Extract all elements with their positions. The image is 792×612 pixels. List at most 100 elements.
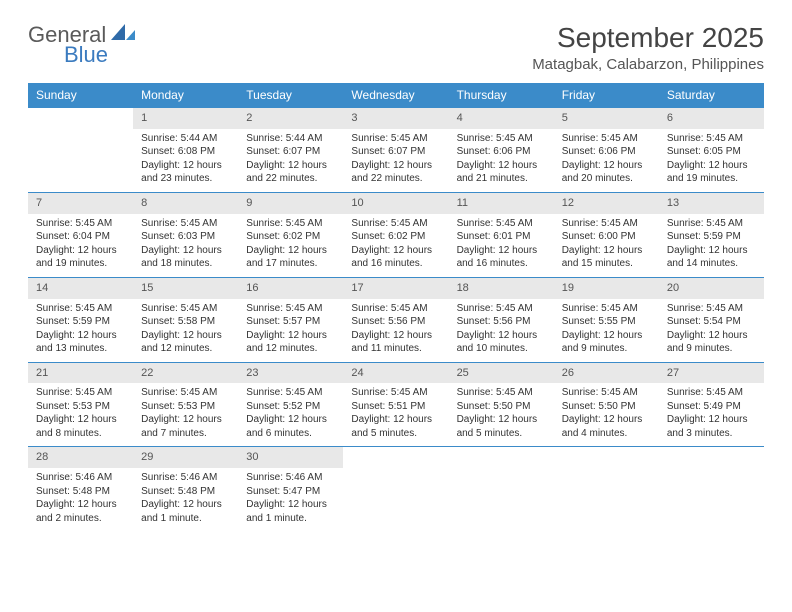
daylight-line: Daylight: 12 hours and 15 minutes. [562, 244, 651, 271]
sunset-line: Sunset: 5:58 PM [141, 315, 230, 329]
day-number-cell: 30 [238, 447, 343, 468]
daylight-line: Daylight: 12 hours and 3 minutes. [667, 413, 756, 440]
sunrise-line: Sunrise: 5:45 AM [141, 302, 230, 316]
day-number-cell [659, 447, 764, 468]
sunset-line: Sunset: 5:55 PM [562, 315, 651, 329]
sunrise-line: Sunrise: 5:45 AM [141, 217, 230, 231]
sunrise-line: Sunrise: 5:46 AM [36, 471, 125, 485]
calendar-head: SundayMondayTuesdayWednesdayThursdayFrid… [28, 83, 764, 108]
day-info-cell: Sunrise: 5:45 AMSunset: 6:02 PMDaylight:… [238, 214, 343, 278]
day-number-cell: 13 [659, 192, 764, 213]
daylight-line: Daylight: 12 hours and 14 minutes. [667, 244, 756, 271]
header: General Blue September 2025 Matagbak, Ca… [28, 22, 764, 73]
sunrise-line: Sunrise: 5:46 AM [246, 471, 335, 485]
daylight-line: Daylight: 12 hours and 1 minute. [246, 498, 335, 525]
day-info-cell: Sunrise: 5:46 AMSunset: 5:47 PMDaylight:… [238, 468, 343, 531]
daylight-line: Daylight: 12 hours and 8 minutes. [36, 413, 125, 440]
day-info-cell: Sunrise: 5:45 AMSunset: 5:59 PMDaylight:… [659, 214, 764, 278]
sunrise-line: Sunrise: 5:45 AM [351, 386, 440, 400]
daylight-line: Daylight: 12 hours and 12 minutes. [246, 329, 335, 356]
sunset-line: Sunset: 5:51 PM [351, 400, 440, 414]
daylight-line: Daylight: 12 hours and 5 minutes. [351, 413, 440, 440]
sunset-line: Sunset: 5:56 PM [351, 315, 440, 329]
day-info-row: Sunrise: 5:46 AMSunset: 5:48 PMDaylight:… [28, 468, 764, 531]
day-info-cell: Sunrise: 5:45 AMSunset: 6:02 PMDaylight:… [343, 214, 448, 278]
calendar-table: SundayMondayTuesdayWednesdayThursdayFrid… [28, 83, 764, 531]
sunset-line: Sunset: 6:03 PM [141, 230, 230, 244]
day-info-cell: Sunrise: 5:45 AMSunset: 5:55 PMDaylight:… [554, 299, 659, 363]
day-number-cell: 25 [449, 362, 554, 383]
day-info-cell: Sunrise: 5:45 AMSunset: 5:56 PMDaylight:… [343, 299, 448, 363]
day-info-cell: Sunrise: 5:45 AMSunset: 6:00 PMDaylight:… [554, 214, 659, 278]
sunrise-line: Sunrise: 5:45 AM [141, 386, 230, 400]
sunset-line: Sunset: 5:54 PM [667, 315, 756, 329]
day-number-cell: 18 [449, 277, 554, 298]
sunrise-line: Sunrise: 5:45 AM [246, 386, 335, 400]
daylight-line: Daylight: 12 hours and 23 minutes. [141, 159, 230, 186]
day-info-cell: Sunrise: 5:45 AMSunset: 5:56 PMDaylight:… [449, 299, 554, 363]
sunset-line: Sunset: 6:01 PM [457, 230, 546, 244]
day-number-cell: 22 [133, 362, 238, 383]
daylight-line: Daylight: 12 hours and 12 minutes. [141, 329, 230, 356]
day-info-cell: Sunrise: 5:45 AMSunset: 5:53 PMDaylight:… [133, 383, 238, 447]
day-info-cell: Sunrise: 5:45 AMSunset: 6:03 PMDaylight:… [133, 214, 238, 278]
sunset-line: Sunset: 5:59 PM [667, 230, 756, 244]
sunset-line: Sunset: 6:06 PM [562, 145, 651, 159]
day-number-cell: 8 [133, 192, 238, 213]
day-number-cell: 16 [238, 277, 343, 298]
sunset-line: Sunset: 5:48 PM [36, 485, 125, 499]
day-number-cell: 19 [554, 277, 659, 298]
day-number-row: 123456 [28, 108, 764, 129]
weekday-header: Thursday [449, 83, 554, 108]
daylight-line: Daylight: 12 hours and 19 minutes. [36, 244, 125, 271]
sunrise-line: Sunrise: 5:45 AM [562, 302, 651, 316]
sunrise-line: Sunrise: 5:45 AM [351, 217, 440, 231]
day-info-cell: Sunrise: 5:45 AMSunset: 6:06 PMDaylight:… [449, 129, 554, 193]
day-info-cell [449, 468, 554, 531]
weekday-header: Friday [554, 83, 659, 108]
sunrise-line: Sunrise: 5:45 AM [667, 132, 756, 146]
day-info-cell: Sunrise: 5:45 AMSunset: 5:53 PMDaylight:… [28, 383, 133, 447]
daylight-line: Daylight: 12 hours and 5 minutes. [457, 413, 546, 440]
day-number-cell: 29 [133, 447, 238, 468]
sunset-line: Sunset: 5:57 PM [246, 315, 335, 329]
day-info-cell: Sunrise: 5:45 AMSunset: 5:54 PMDaylight:… [659, 299, 764, 363]
page-container: General Blue September 2025 Matagbak, Ca… [0, 0, 792, 553]
sunset-line: Sunset: 5:49 PM [667, 400, 756, 414]
daylight-line: Daylight: 12 hours and 22 minutes. [351, 159, 440, 186]
day-info-row: Sunrise: 5:45 AMSunset: 5:53 PMDaylight:… [28, 383, 764, 447]
day-number-cell: 9 [238, 192, 343, 213]
sunrise-line: Sunrise: 5:45 AM [36, 386, 125, 400]
day-number-cell: 3 [343, 108, 448, 129]
sunset-line: Sunset: 5:50 PM [562, 400, 651, 414]
sunrise-line: Sunrise: 5:45 AM [667, 217, 756, 231]
sunrise-line: Sunrise: 5:45 AM [457, 132, 546, 146]
day-info-cell [554, 468, 659, 531]
daylight-line: Daylight: 12 hours and 1 minute. [141, 498, 230, 525]
day-info-cell [343, 468, 448, 531]
sunrise-line: Sunrise: 5:45 AM [457, 302, 546, 316]
sunset-line: Sunset: 6:07 PM [246, 145, 335, 159]
sunrise-line: Sunrise: 5:46 AM [141, 471, 230, 485]
day-number-cell: 27 [659, 362, 764, 383]
sunset-line: Sunset: 6:06 PM [457, 145, 546, 159]
day-info-cell: Sunrise: 5:45 AMSunset: 5:50 PMDaylight:… [449, 383, 554, 447]
day-number-cell: 4 [449, 108, 554, 129]
daylight-line: Daylight: 12 hours and 2 minutes. [36, 498, 125, 525]
sunset-line: Sunset: 6:02 PM [351, 230, 440, 244]
sunset-line: Sunset: 5:53 PM [141, 400, 230, 414]
sunrise-line: Sunrise: 5:45 AM [457, 386, 546, 400]
day-info-cell: Sunrise: 5:44 AMSunset: 6:08 PMDaylight:… [133, 129, 238, 193]
day-info-cell: Sunrise: 5:46 AMSunset: 5:48 PMDaylight:… [28, 468, 133, 531]
daylight-line: Daylight: 12 hours and 19 minutes. [667, 159, 756, 186]
sunrise-line: Sunrise: 5:45 AM [457, 217, 546, 231]
daylight-line: Daylight: 12 hours and 17 minutes. [246, 244, 335, 271]
sunrise-line: Sunrise: 5:44 AM [141, 132, 230, 146]
day-number-cell: 2 [238, 108, 343, 129]
sunrise-line: Sunrise: 5:45 AM [351, 302, 440, 316]
logo-word2: Blue [64, 42, 135, 68]
sunrise-line: Sunrise: 5:45 AM [562, 386, 651, 400]
day-number-cell: 7 [28, 192, 133, 213]
sunrise-line: Sunrise: 5:44 AM [246, 132, 335, 146]
logo-text-block: General Blue [28, 22, 135, 68]
